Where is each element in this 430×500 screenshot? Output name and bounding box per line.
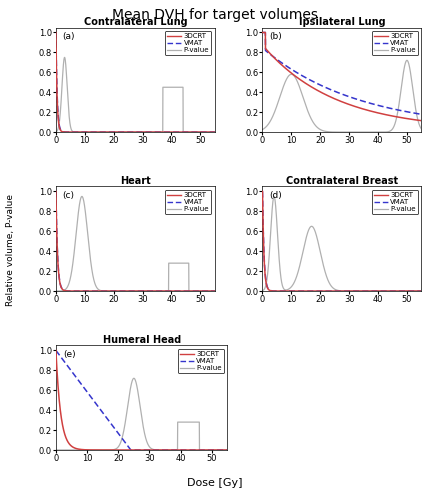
Legend: 3DCRT, VMAT, P-value: 3DCRT, VMAT, P-value — [165, 31, 211, 55]
Title: Contralateral Breast: Contralateral Breast — [286, 176, 398, 186]
Legend: 3DCRT, VMAT, P-value: 3DCRT, VMAT, P-value — [178, 349, 224, 373]
Text: (d): (d) — [269, 190, 282, 200]
Title: Humeral Head: Humeral Head — [103, 334, 181, 344]
Text: (b): (b) — [269, 32, 282, 40]
Legend: 3DCRT, VMAT, P-value: 3DCRT, VMAT, P-value — [372, 190, 418, 214]
Text: (c): (c) — [62, 190, 74, 200]
Text: Dose [Gy]: Dose [Gy] — [187, 478, 243, 488]
Legend: 3DCRT, VMAT, P-value: 3DCRT, VMAT, P-value — [165, 190, 211, 214]
Text: Mean DVH for target volumes: Mean DVH for target volumes — [112, 8, 318, 22]
Text: (e): (e) — [63, 350, 75, 358]
Legend: 3DCRT, VMAT, P-value: 3DCRT, VMAT, P-value — [372, 31, 418, 55]
Title: Contralateral Lung: Contralateral Lung — [83, 16, 187, 26]
Text: (a): (a) — [62, 32, 75, 40]
Title: Heart: Heart — [120, 176, 151, 186]
Title: Ipsilateral Lung: Ipsilateral Lung — [298, 16, 385, 26]
Text: Relative volume, P-value: Relative volume, P-value — [6, 194, 15, 306]
